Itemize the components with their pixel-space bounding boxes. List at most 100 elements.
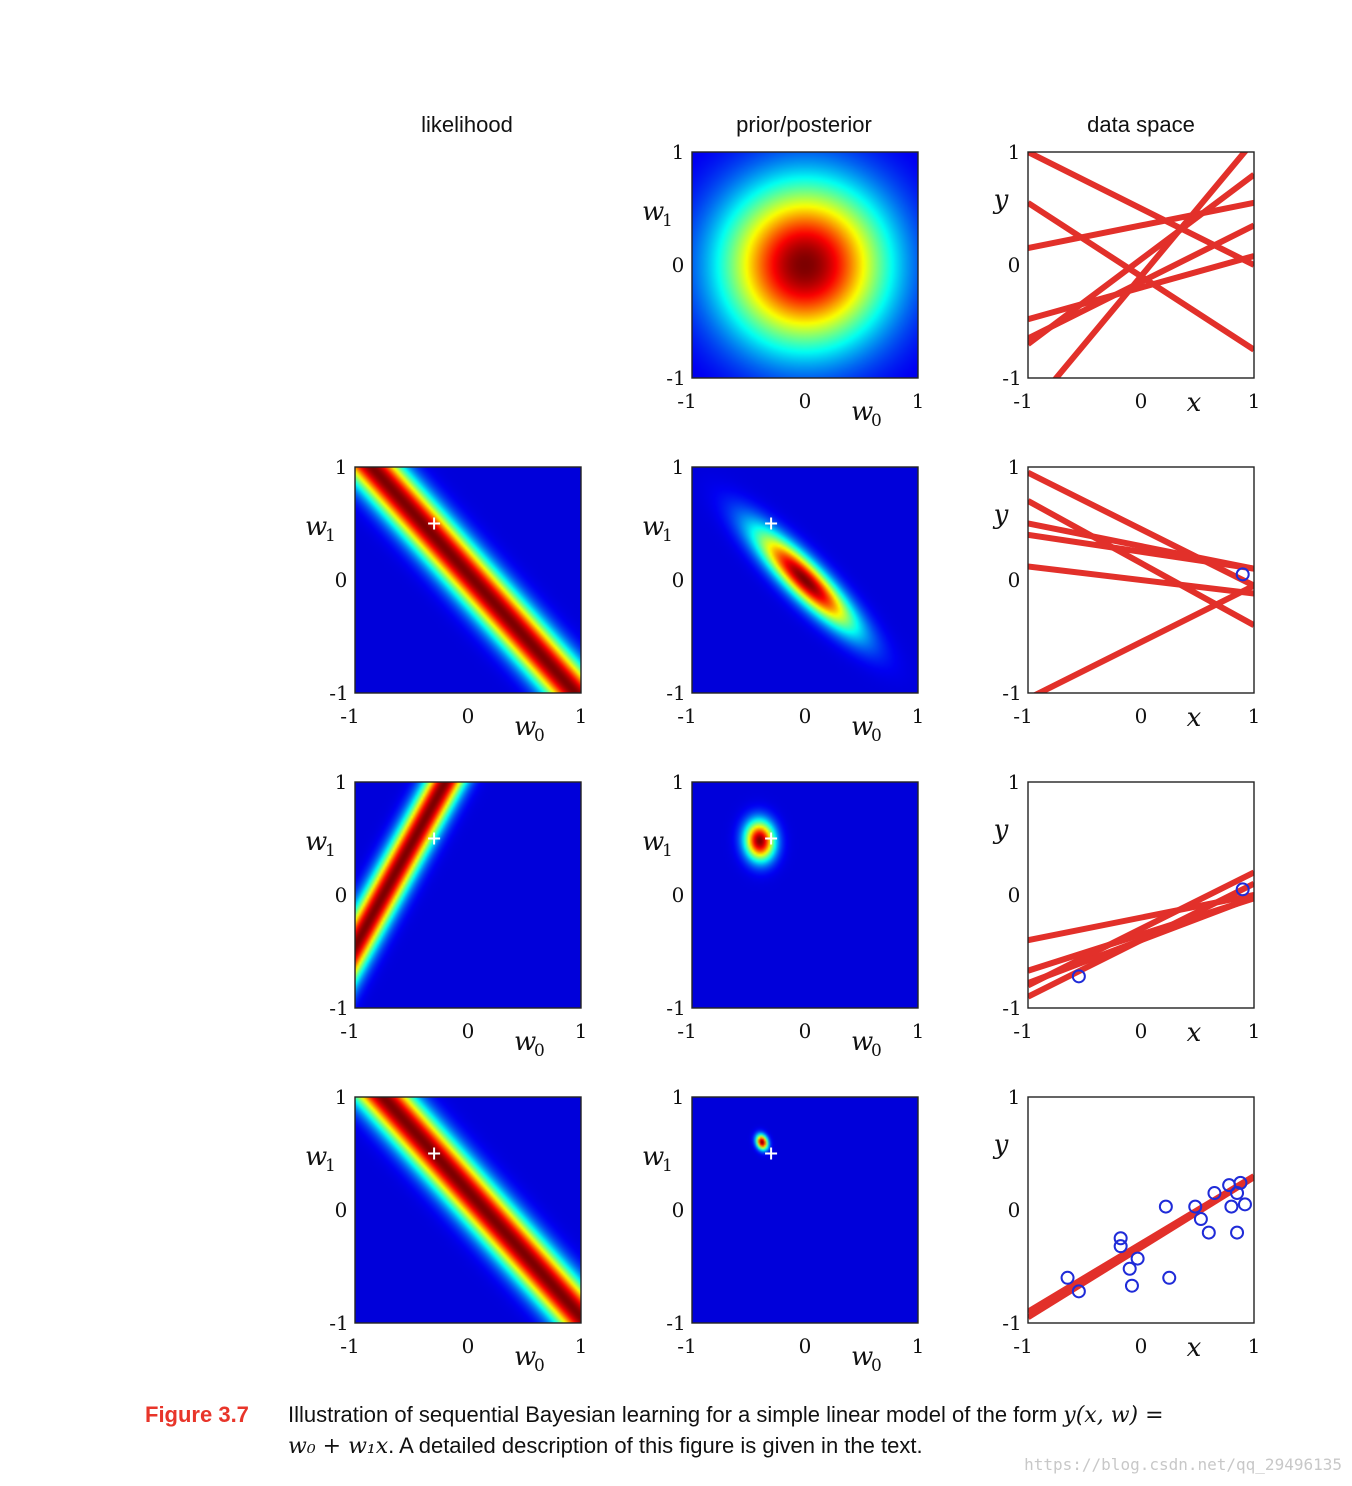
sample-line <box>1028 222 1254 342</box>
xtick-label-pos: 1 <box>1248 389 1261 413</box>
data-space-background <box>1028 1097 1254 1323</box>
ylabel-w1-sub: 1 <box>325 526 336 546</box>
caption-figure-label: Figure 3.7 <box>145 1402 249 1427</box>
xtick-label-pos: 1 <box>912 1019 925 1043</box>
xtick-label-neg: -1 <box>1013 389 1032 413</box>
column-title-likelihood: likelihood <box>421 112 513 137</box>
ylabel-w1-sub: 1 <box>662 526 673 546</box>
data-space-plot-area <box>1028 152 1254 378</box>
xlabel-w0-sub: 0 <box>871 1041 882 1061</box>
xlabel-w0: w <box>851 712 873 742</box>
caption-body: Illustration of sequential Bayesian lear… <box>288 1400 1288 1462</box>
column-title-prior-posterior: prior/posterior <box>736 112 872 137</box>
xtick-label-neg: -1 <box>677 1334 696 1358</box>
xtick-label-zero: 0 <box>1135 1019 1148 1043</box>
xlabel-w0-sub: 0 <box>871 1356 882 1376</box>
ytick-label-pos: 1 <box>335 455 348 479</box>
posterior-heatmap <box>692 152 918 378</box>
axes-frame <box>691 1096 919 1324</box>
xtick-label-neg: -1 <box>340 1019 359 1043</box>
data-point <box>1235 567 1250 582</box>
xlabel-w0: w <box>514 1027 536 1057</box>
ylabel-w1-sub: 1 <box>325 1156 336 1176</box>
xtick-label-neg: -1 <box>340 1334 359 1358</box>
data-point <box>1113 1231 1128 1246</box>
data-space-panel-row-3: 1 0 -1-1 0 1 y x <box>993 770 1261 1048</box>
xtick-label-pos: 1 <box>1248 1334 1261 1358</box>
xtick-label-pos: 1 <box>1248 1019 1261 1043</box>
ytick-label-neg: -1 <box>329 681 348 705</box>
ylabel-y: y <box>993 185 1009 215</box>
ytick-label-neg: -1 <box>666 366 685 390</box>
data-point <box>1122 1261 1137 1276</box>
ylabel-w1-sub: 1 <box>662 841 673 861</box>
ytick-label-pos: 1 <box>672 770 685 794</box>
ylabel-w1-sub: 1 <box>662 211 673 231</box>
ytick-label-neg: -1 <box>666 996 685 1020</box>
xlabel-w0: w <box>851 397 873 427</box>
data-space-panel-row-4: 1 0 -1-1 0 1 y x <box>993 1085 1261 1363</box>
ylabel-w1: w <box>642 1142 664 1172</box>
xtick-label-zero: 0 <box>1135 1334 1148 1358</box>
axes-frame <box>354 1096 582 1324</box>
xlabel-w0: w <box>851 1027 873 1057</box>
ytick-label-zero: 0 <box>672 883 685 907</box>
xlabel-x: x <box>1187 388 1202 418</box>
data-point <box>1158 1199 1173 1214</box>
data-point <box>1162 1270 1177 1285</box>
xtick-label-pos: 1 <box>912 389 925 413</box>
sample-line <box>1028 172 1254 347</box>
xtick-label-neg: -1 <box>677 389 696 413</box>
xtick-label-neg: -1 <box>340 704 359 728</box>
ytick-label-zero: 0 <box>1008 568 1021 592</box>
xtick-label-neg: -1 <box>677 1019 696 1043</box>
data-point <box>1113 1239 1128 1254</box>
data-point <box>1130 1251 1145 1266</box>
column-title-data-space: data space <box>1087 112 1195 137</box>
sample-line <box>1032 582 1254 693</box>
ytick-label-zero: 0 <box>672 1198 685 1222</box>
ytick-label-pos: 1 <box>1008 455 1021 479</box>
posterior-heatmap <box>692 782 918 1008</box>
xlabel-w0: w <box>514 712 536 742</box>
sample-line <box>1028 894 1254 986</box>
xtick-label-zero: 0 <box>799 1334 812 1358</box>
caption-text-2: . A detailed description of this figure … <box>388 1433 923 1458</box>
xtick-label-zero: 0 <box>462 704 475 728</box>
axes-frame <box>1027 151 1255 379</box>
ylabel-w1: w <box>305 1142 327 1172</box>
data-point <box>1224 1199 1239 1214</box>
xtick-label-zero: 0 <box>799 1019 812 1043</box>
likelihood-heatmap <box>355 467 581 693</box>
xtick-label-pos: 1 <box>575 1019 588 1043</box>
data-point <box>1124 1278 1139 1293</box>
caption-math-1: y(x, w) = <box>1063 1403 1164 1428</box>
ytick-label-neg: -1 <box>1002 1311 1021 1335</box>
ytick-label-pos: 1 <box>335 770 348 794</box>
ytick-label-pos: 1 <box>672 455 685 479</box>
ylabel-w1: w <box>642 197 664 227</box>
posterior-heatmap <box>692 467 918 693</box>
xlabel-w0-sub: 0 <box>871 411 882 431</box>
sample-line <box>1028 200 1254 353</box>
ytick-label-neg: -1 <box>666 1311 685 1335</box>
ytick-label-zero: 0 <box>672 253 685 277</box>
xtick-label-zero: 0 <box>462 1334 475 1358</box>
data-point <box>1201 1225 1216 1240</box>
caption-math-2: w₀ + w₁x <box>288 1434 389 1459</box>
ylabel-w1: w <box>305 827 327 857</box>
xtick-label-zero: 0 <box>462 1019 475 1043</box>
ytick-label-zero: 0 <box>1008 883 1021 907</box>
data-point <box>1188 1199 1203 1214</box>
axes-frame <box>691 151 919 379</box>
xtick-label-pos: 1 <box>575 1334 588 1358</box>
axes-frame <box>354 466 582 694</box>
data-space-plot-area <box>1028 469 1254 693</box>
